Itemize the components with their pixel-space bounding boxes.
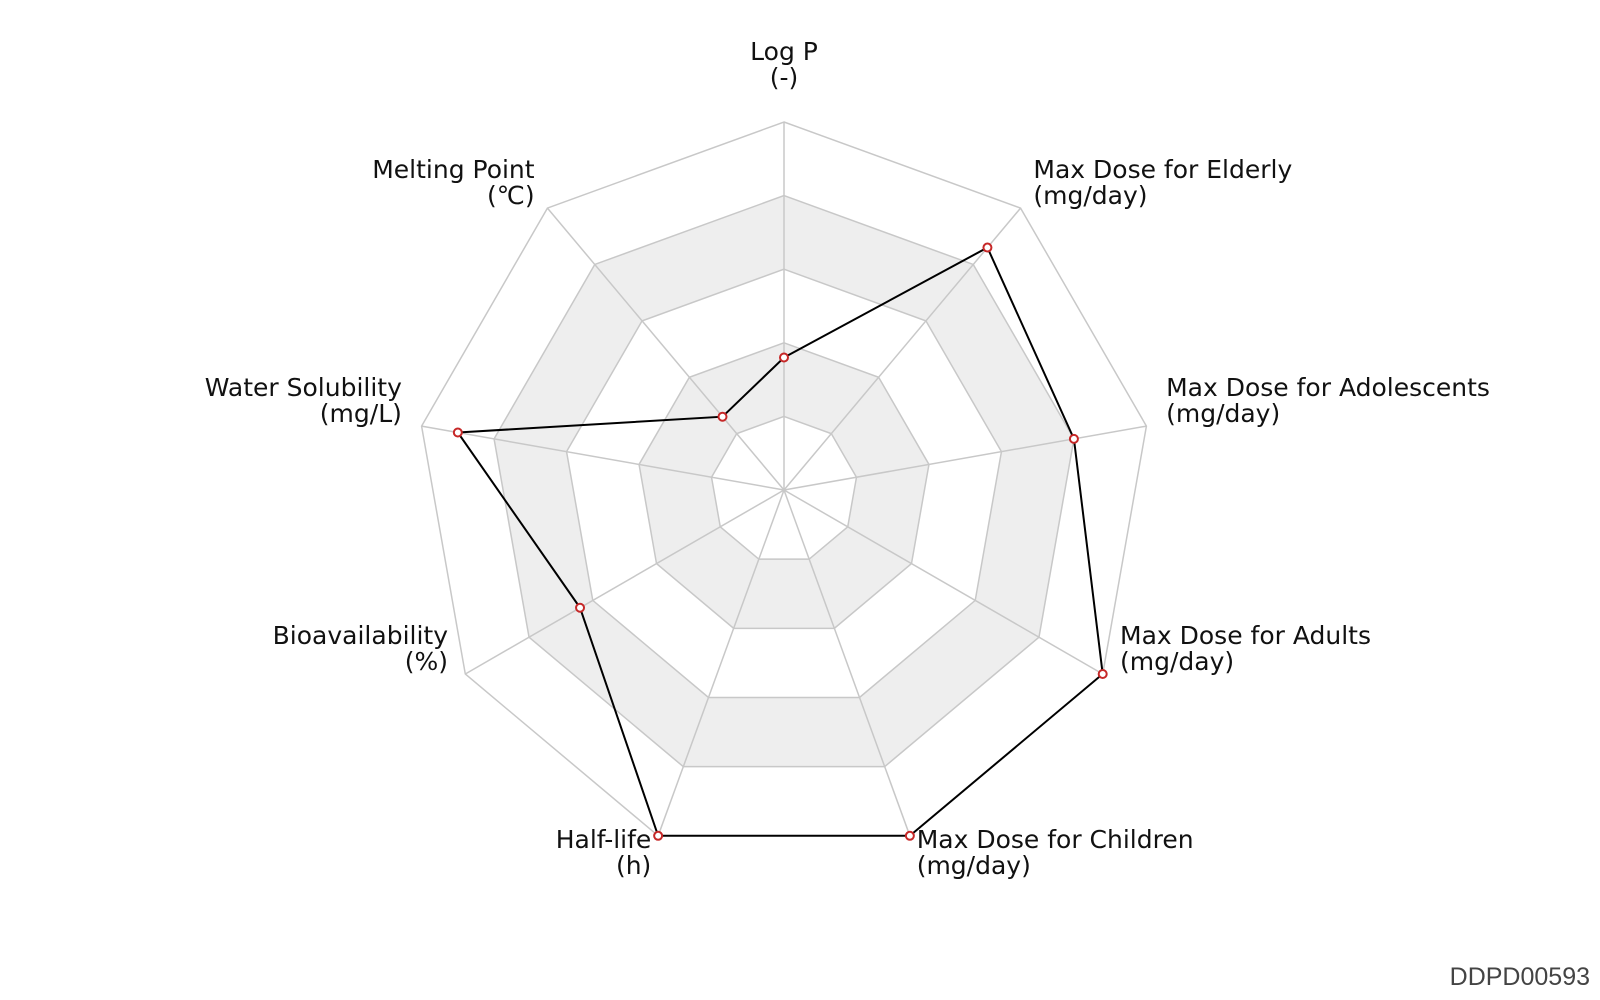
radar-ring-4 [493,194,1075,768]
axis-label-4: Max Dose for Adults (mg/day) [1120,621,1371,676]
radar-spokes [421,122,1147,837]
axis-label-2: Max Dose for Elderly (mg/day) [1033,155,1292,210]
radar-point-5 [904,830,915,841]
radar-spoke-4 [783,489,1104,675]
axis-label-unit: (mg/day) [1120,647,1234,676]
axis-label-name: Half-life [556,825,652,854]
radar-spoke-9 [546,207,785,491]
axis-label-3: Max Dose for Adolescents (mg/day) [1166,373,1490,428]
radar-point-6 [653,830,664,841]
axis-label-9: Melting Point (℃) [372,155,535,210]
radar-axis-labels: Log P (-)Max Dose for Elderly (mg/day)Max … [205,37,1490,880]
radar-series-polygon [455,246,1104,837]
radar-ring-3 [565,268,1003,699]
radar-bands [494,195,1074,767]
axis-label-name: Max Dose for Children [917,825,1194,854]
axis-label-name: Max Dose for Elderly [1033,155,1292,184]
axis-label-5: Max Dose for Children (mg/day) [917,825,1194,880]
radar-point-2 [982,242,993,253]
radar-spoke-5 [783,489,911,837]
axis-label-name: Melting Point [372,155,535,184]
radar-spoke-8 [421,425,785,491]
radar-spoke-3 [783,425,1147,491]
radar-point-1 [779,352,789,363]
axis-label-1: Log P (-) [750,37,818,92]
axis-label-unit: (mg/day) [917,851,1031,880]
axis-label-unit: (-) [770,63,799,92]
axis-label-name: Max Dose for Adults [1120,621,1371,650]
radar-spoke-6 [657,489,785,837]
axis-label-name: Log P [750,37,818,66]
axis-label-unit: (℃) [487,181,535,210]
radar-point-3 [1068,433,1079,444]
axis-label-unit: (mg/day) [1166,399,1280,428]
axis-label-8: Water Solubility (mg/L) [205,373,402,428]
radar-spoke-7 [464,489,785,675]
radar-series [452,242,1108,841]
radar-point-8 [452,427,463,438]
radar-point-9 [717,411,728,422]
axis-label-unit: (mg/L) [320,399,402,428]
axis-label-unit: (h) [616,851,651,880]
axis-label-name: Water Solubility [205,373,402,402]
radar-spoke-2 [783,207,1022,491]
axis-label-name: Bioavailability [273,621,449,650]
radar-ring-1 [710,415,858,560]
axis-label-7: Bioavailability (%) [273,621,449,676]
axis-label-unit: (mg/day) [1033,181,1147,210]
radar-point-4 [1097,669,1108,679]
chart-id-label: DDPD00593 [1449,963,1590,991]
radar-point-7 [575,602,586,613]
axis-label-name: Max Dose for Adolescents [1166,373,1490,402]
radar-band-2 [639,342,929,629]
axis-label-unit: (%) [405,647,448,676]
axis-label-6: Half-life (h) [556,825,652,880]
